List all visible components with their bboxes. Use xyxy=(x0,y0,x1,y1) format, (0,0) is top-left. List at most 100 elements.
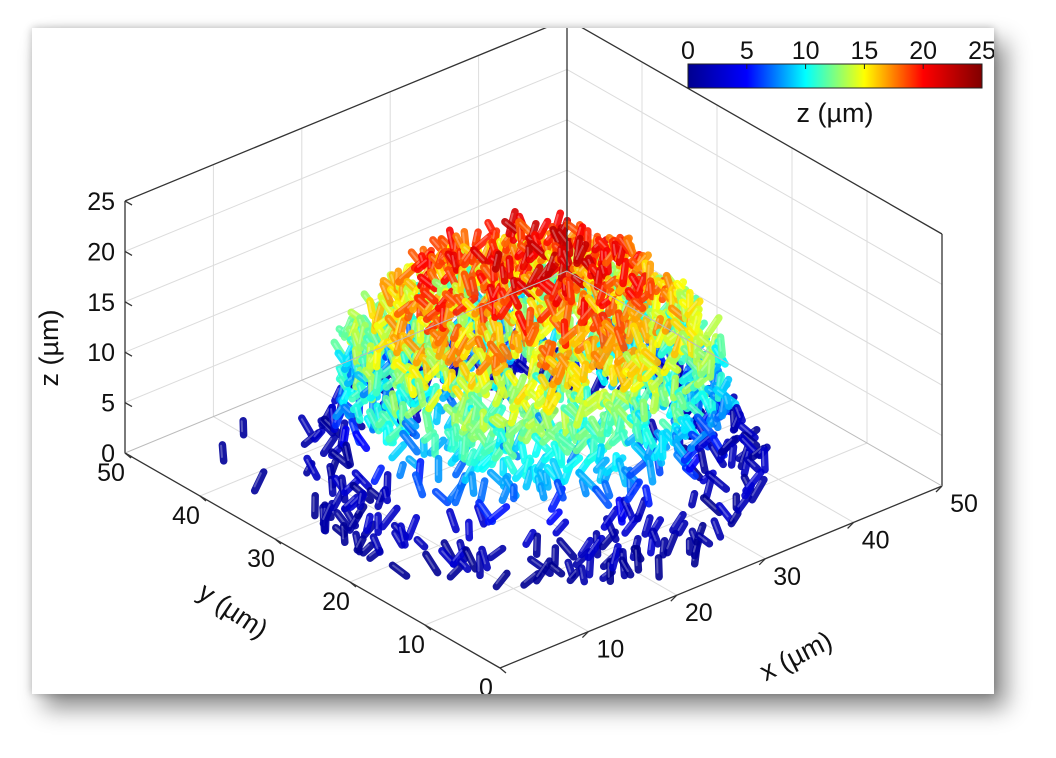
rod-highlight xyxy=(411,322,415,332)
rod xyxy=(566,567,582,585)
rod-highlight xyxy=(616,416,621,433)
rod-highlight xyxy=(627,482,637,497)
rod-highlight xyxy=(380,362,389,371)
rod-highlight xyxy=(300,418,311,433)
rod xyxy=(449,251,461,274)
rod-highlight xyxy=(597,446,601,458)
rod-highlight xyxy=(611,392,615,404)
rod-highlight xyxy=(490,319,496,331)
rod-highlight xyxy=(575,404,583,422)
rod-highlight xyxy=(644,350,655,361)
rod xyxy=(704,470,731,493)
rod-highlight xyxy=(656,330,663,342)
rod-highlight xyxy=(689,492,694,503)
rod-highlight xyxy=(761,450,765,467)
rod xyxy=(648,375,665,392)
rod xyxy=(509,291,523,311)
rod-highlight xyxy=(434,406,438,419)
rod xyxy=(490,227,501,245)
y-tick-label: 30 xyxy=(247,545,275,573)
rod xyxy=(456,392,470,418)
rod-highlight xyxy=(644,368,652,377)
rod-highlight xyxy=(493,356,497,368)
rod-highlight xyxy=(566,561,572,573)
rod-highlight xyxy=(712,520,719,534)
rod-highlight xyxy=(692,315,698,332)
rod xyxy=(414,377,427,408)
rod xyxy=(532,532,542,558)
rod-highlight xyxy=(494,364,503,372)
y-tick-label: 20 xyxy=(322,588,350,616)
rod-highlight xyxy=(550,330,555,342)
rod xyxy=(503,455,518,475)
rod xyxy=(641,365,658,383)
rod-highlight xyxy=(620,432,626,442)
rod-highlight xyxy=(643,262,646,273)
rod-highlight xyxy=(358,326,364,345)
rod-highlight xyxy=(507,259,510,273)
rod xyxy=(532,557,554,585)
rod-highlight xyxy=(687,300,698,313)
rod xyxy=(514,373,528,395)
rod xyxy=(554,432,581,455)
rod xyxy=(564,558,577,579)
rod-highlight xyxy=(374,305,381,323)
rod-highlight xyxy=(334,526,342,533)
rod-highlight xyxy=(304,431,317,442)
rod-highlight xyxy=(491,418,501,426)
rod-highlight xyxy=(515,336,519,348)
rod xyxy=(388,441,408,462)
rod xyxy=(462,546,480,573)
rod-highlight xyxy=(640,387,649,400)
rod xyxy=(575,468,599,493)
rod-highlight xyxy=(365,417,372,427)
rod-highlight xyxy=(510,388,516,400)
rod-highlight xyxy=(610,298,615,310)
rod-highlight xyxy=(648,539,652,551)
z-tick-label: 0 xyxy=(101,440,115,468)
rod-highlight xyxy=(581,364,585,377)
rod xyxy=(578,477,590,498)
rod-highlight xyxy=(591,438,594,454)
rod xyxy=(577,564,589,586)
rod-highlight xyxy=(486,247,492,259)
rod-highlight xyxy=(508,422,520,433)
y-tick-label: 0 xyxy=(479,674,493,694)
rod-highlight xyxy=(406,339,418,352)
rod-highlight xyxy=(489,547,501,556)
rod xyxy=(425,388,444,413)
rod xyxy=(513,277,537,301)
rod-highlight xyxy=(406,417,414,425)
rod xyxy=(486,340,507,365)
rod xyxy=(693,413,716,439)
rod xyxy=(618,556,635,579)
rod xyxy=(388,390,400,418)
z-tick-label: 10 xyxy=(87,339,115,367)
rod xyxy=(484,503,511,526)
x-axis-label: x (µm) xyxy=(755,625,837,687)
rod xyxy=(449,546,469,568)
rod-highlight xyxy=(376,491,383,504)
rod xyxy=(696,332,714,350)
rod-highlight xyxy=(344,445,350,461)
rod xyxy=(471,228,482,249)
rod xyxy=(379,280,395,307)
rod-highlight xyxy=(474,235,488,248)
rod-highlight xyxy=(344,496,355,507)
rod-highlight xyxy=(459,379,469,391)
rod xyxy=(460,431,471,463)
colorbar-gradient xyxy=(687,63,983,89)
rod-highlight xyxy=(649,421,656,435)
rod-highlight xyxy=(529,391,538,399)
rod-highlight xyxy=(610,367,614,381)
rod-highlight xyxy=(387,317,397,329)
rod xyxy=(250,468,268,495)
rod-highlight xyxy=(647,264,650,281)
rod xyxy=(634,272,649,299)
rod-highlight xyxy=(331,451,346,463)
rod-highlight xyxy=(399,387,410,401)
rod xyxy=(716,333,727,359)
rod-highlight xyxy=(604,331,614,347)
rod-highlight xyxy=(341,390,348,400)
rod-highlight xyxy=(543,472,548,485)
